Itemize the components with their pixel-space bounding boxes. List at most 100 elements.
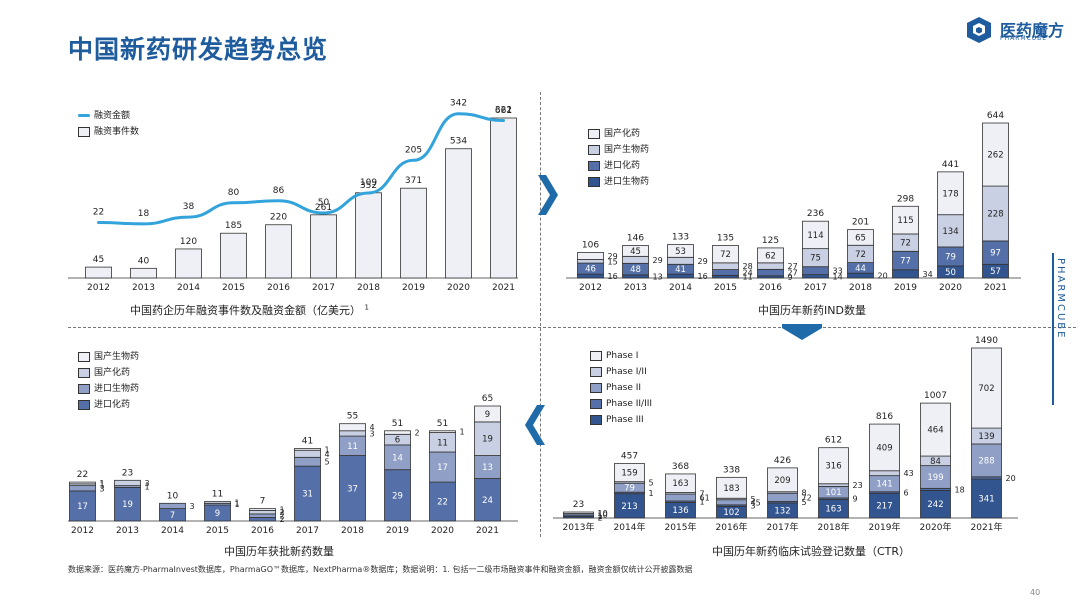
swatch	[590, 382, 602, 393]
data-label-segment: 2	[598, 513, 603, 522]
data-label-total: 10	[167, 491, 179, 501]
data-label-segment: 19	[482, 435, 493, 445]
data-label-segment: 31	[302, 490, 313, 500]
data-label-segment: 48	[630, 265, 641, 275]
data-label-segment: 141	[876, 480, 892, 490]
data-label-segment: 77	[900, 257, 911, 267]
bar-segment	[339, 455, 366, 522]
data-label-segment: 10	[598, 510, 608, 519]
data-label-segment: 11	[743, 273, 753, 282]
data-label-segment: 53	[675, 247, 686, 257]
data-label-segment: 44	[855, 264, 866, 274]
data-label-segment: 464	[927, 426, 943, 436]
data-label-segment: 15	[608, 257, 618, 266]
legend-label: 国产化药	[94, 368, 131, 378]
legend-item: 国产化药	[78, 367, 139, 380]
bar-segment	[249, 513, 276, 518]
swatch	[78, 126, 90, 137]
data-label-segment: 20	[1006, 474, 1016, 483]
data-label-segment: 8	[802, 488, 807, 497]
data-label-total: 236	[807, 209, 824, 219]
data-label-segment: 27	[788, 269, 798, 278]
data-label-segment: 14	[392, 453, 403, 463]
data-label-segment: 11	[437, 438, 448, 448]
bar-segment	[716, 499, 747, 506]
legend-label: Phase II	[606, 383, 642, 393]
x-tick-label: 2016	[251, 526, 274, 536]
bar-segment	[429, 430, 456, 433]
x-tick-label: 2018	[357, 283, 380, 293]
data-label-segment: 6	[904, 488, 909, 497]
bar-segment	[757, 262, 784, 270]
bar-segment	[294, 456, 321, 467]
data-label-segment: 50	[945, 268, 956, 278]
data-label-segment: 115	[897, 216, 913, 226]
data-label-events: 220	[270, 213, 287, 223]
legend-item: 进口生物药	[78, 383, 139, 396]
data-label-segment: 61	[700, 494, 710, 503]
bar-segment	[249, 517, 276, 522]
data-label-segment: 3	[100, 484, 105, 493]
x-tick-label: 2021	[476, 526, 499, 536]
legend-item: 国产化药	[588, 128, 649, 141]
bar-segment	[577, 273, 604, 279]
legend-item: Phase I	[590, 350, 652, 363]
data-label-total: 55	[347, 412, 358, 422]
swatch	[588, 160, 600, 171]
data-label-total: 65	[482, 394, 493, 404]
data-label-segment: 183	[723, 484, 739, 494]
data-label-segment: 213	[621, 502, 637, 512]
swatch	[590, 350, 602, 361]
data-label-segment: 9	[788, 273, 793, 282]
brand-line	[1052, 185, 1054, 405]
data-label-total: 368	[672, 462, 689, 472]
x-tick-label: 2020	[939, 283, 962, 293]
swatch	[588, 128, 600, 139]
line-swatch	[78, 114, 90, 117]
data-label-segment: 3	[145, 479, 150, 488]
x-tick-label: 2018年	[818, 521, 850, 533]
legend-item: 进口化药	[588, 160, 649, 173]
data-label-events: 40	[138, 256, 150, 266]
data-label-segment: 29	[653, 256, 663, 265]
data-label-segment: 29	[608, 252, 618, 261]
data-label-segment: 101	[825, 488, 841, 498]
data-label-total: 125	[762, 236, 779, 246]
data-label-segment: 17	[77, 502, 88, 512]
bar-segment	[716, 476, 747, 499]
data-label-segment: 9	[215, 509, 220, 519]
bar-segment	[937, 171, 964, 216]
swatch	[590, 414, 602, 425]
data-label-segment: 11	[347, 442, 358, 452]
bar-events	[490, 117, 517, 279]
bar-segment	[920, 402, 951, 457]
swatch	[78, 383, 90, 394]
data-label-amount: 38	[183, 202, 195, 212]
bar-segment	[69, 485, 96, 492]
bar-events	[130, 267, 157, 279]
x-tick-label: 2013年	[563, 521, 595, 533]
bar-segment	[667, 256, 694, 265]
data-label-segment: 46	[585, 265, 596, 275]
data-label-segment: 45	[751, 498, 761, 507]
bar-segment	[563, 511, 594, 514]
data-label-segment: 14	[833, 272, 843, 281]
legend-label: 进口化药	[604, 161, 641, 171]
x-tick-label: 2012	[71, 526, 94, 536]
page-number: 40	[1030, 588, 1041, 597]
data-label-segment: 217	[876, 502, 892, 512]
bar-segment	[757, 247, 784, 264]
brand-line-gap	[1052, 185, 1054, 253]
data-label-events: 185	[225, 221, 242, 231]
data-label-total: 816	[876, 412, 893, 422]
bar-segment	[474, 478, 501, 522]
data-label-events: 261	[315, 203, 332, 213]
bar-segment	[294, 449, 321, 458]
vertical-divider	[540, 92, 541, 537]
series-line-amount	[97, 112, 505, 226]
data-label-total: 1007	[924, 391, 947, 401]
data-label-segment: 72	[802, 493, 812, 502]
data-label-amount: 22	[93, 208, 104, 218]
data-label-segment: 2	[280, 512, 285, 521]
data-label-segment: 2	[415, 429, 420, 438]
